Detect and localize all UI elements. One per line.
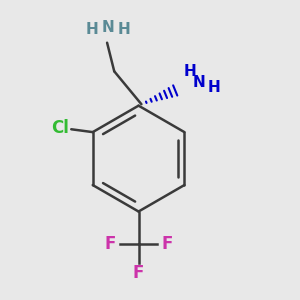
Text: N: N [102,20,114,35]
Text: Cl: Cl [51,119,69,137]
Text: F: F [161,236,173,253]
Text: H: H [117,22,130,37]
Text: N: N [192,75,205,90]
Text: H: H [207,80,220,95]
Text: F: F [133,264,144,282]
Text: H: H [86,22,99,37]
Text: H: H [184,64,196,80]
Text: F: F [104,236,116,253]
